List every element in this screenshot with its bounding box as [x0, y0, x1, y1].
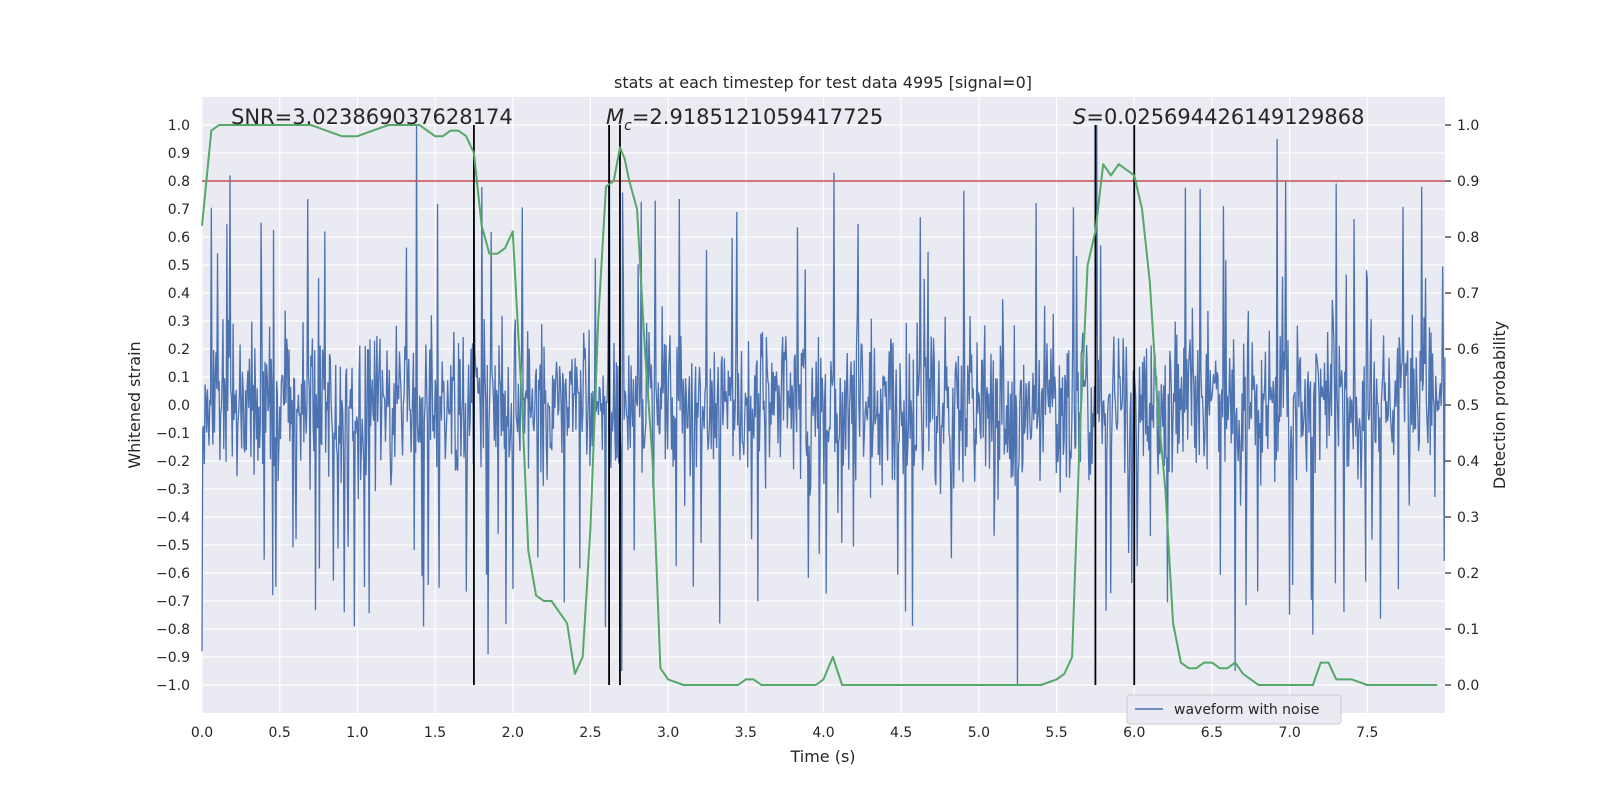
mc-subscript: c — [624, 118, 632, 134]
x-tick-label: 4.5 — [890, 725, 912, 741]
y-right-tick-label: 0.2 — [1457, 566, 1479, 582]
probability-series — [201, 124, 1438, 686]
y-right-tick-label: 0.1 — [1457, 622, 1479, 638]
y-left-tick-label: 0.2 — [168, 342, 190, 358]
y-left-tick-label: −0.6 — [156, 566, 190, 582]
x-tick-label: 6.0 — [1123, 725, 1145, 741]
waveform-line — [201, 124, 1446, 686]
s-value: =0.025694426149129868 — [1086, 105, 1364, 129]
y-right-tick-label: 0.6 — [1457, 342, 1479, 358]
mc-symbol: M — [606, 105, 624, 129]
y-right-tick-label: 0.5 — [1457, 398, 1479, 414]
legend: waveform with noise — [1126, 694, 1342, 725]
y-left-tick-label: 0.1 — [168, 370, 190, 386]
y-left-tick-label: −0.7 — [156, 594, 190, 610]
legend-box — [1126, 694, 1342, 725]
y-left-tick-label: 0.7 — [168, 202, 190, 218]
chirp-mass-annotation: Mc=2.9185121059417725 — [606, 105, 883, 134]
x-tick-label: 1.5 — [424, 725, 446, 741]
y-left-tick-label: 0.8 — [168, 174, 190, 190]
y-left-tick-label: 0.4 — [168, 286, 190, 302]
x-tick-label: 5.0 — [968, 725, 990, 741]
x-tick-label: 3.5 — [735, 725, 757, 741]
y-right-tick-label: 0.3 — [1457, 510, 1479, 526]
s-symbol: S — [1073, 105, 1086, 129]
x-tick-label: 2.0 — [502, 725, 524, 741]
y-left-tick-label: −0.9 — [156, 650, 190, 666]
y-right-tick-label: 0.9 — [1457, 174, 1479, 190]
snr-annotation: SNR=3.023869037628174 — [231, 105, 513, 129]
x-axis-label: Time (s) — [789, 747, 855, 766]
x-tick-label: 3.0 — [657, 725, 679, 741]
y-left-tick-label: −0.5 — [156, 538, 190, 554]
y-left-tick-label: −0.4 — [156, 510, 190, 526]
x-tick-label: 4.0 — [812, 725, 834, 741]
y-right-tick-label: 0.0 — [1457, 678, 1479, 694]
legend-label-waveform: waveform with noise — [1174, 702, 1319, 718]
x-tick-label: 0.0 — [191, 725, 213, 741]
x-axis-ticks: 0.0 0.5 1.0 1.5 2.0 2.5 3.0 3.5 4.0 4.5 5.0 5.5 6.0 6… — [191, 725, 1379, 741]
y-right-tick-label: 1.0 — [1457, 118, 1479, 134]
y-left-axis-label: Whitened strain — [125, 341, 144, 468]
waveform-series — [201, 124, 1446, 686]
s-annotation: S=0.025694426149129868 — [1073, 105, 1364, 129]
x-tick-label: 1.0 — [346, 725, 368, 741]
y-left-tick-label: −0.1 — [156, 426, 190, 442]
x-tick-label: 6.5 — [1201, 725, 1223, 741]
y-left-tick-label: 0.0 — [168, 398, 190, 414]
mc-value: =2.9185121059417725 — [632, 105, 883, 129]
y-right-axis-ticks: 1.0 0.9 0.8 0.7 0.6 0.5 0.4 0.3 0.2 0.1 0.0 — [1445, 118, 1479, 694]
y-right-tick-label: 0.4 — [1457, 454, 1479, 470]
x-tick-label: 5.5 — [1045, 725, 1067, 741]
y-left-tick-label: −0.2 — [156, 454, 190, 470]
y-left-tick-label: 0.3 — [168, 314, 190, 330]
y-left-axis-ticks: 1.0 0.9 0.8 0.7 0.6 0.5 0.4 0.3 0.2 0.1 0.0 −0.1 −0.… — [156, 118, 190, 694]
chart-title: stats at each timestep for test data 499… — [614, 73, 1032, 92]
y-right-tick-label: 0.8 — [1457, 230, 1479, 246]
x-tick-label: 7.5 — [1356, 725, 1378, 741]
y-left-tick-label: 1.0 — [168, 118, 190, 134]
y-left-tick-label: 0.6 — [168, 230, 190, 246]
x-tick-label: 2.5 — [579, 725, 601, 741]
vertical-markers — [473, 125, 1136, 685]
y-left-tick-label: −0.3 — [156, 482, 190, 498]
x-tick-label: 7.0 — [1278, 725, 1300, 741]
x-tick-label: 0.5 — [269, 725, 291, 741]
y-left-tick-label: −0.8 — [156, 622, 190, 638]
y-left-tick-label: 0.9 — [168, 146, 190, 162]
y-left-tick-label: 0.5 — [168, 258, 190, 274]
y-left-tick-label: −1.0 — [156, 678, 190, 694]
y-right-tick-label: 0.7 — [1457, 286, 1479, 302]
y-right-axis-label: Detection probability — [1490, 321, 1509, 489]
probability-line — [201, 124, 1438, 686]
